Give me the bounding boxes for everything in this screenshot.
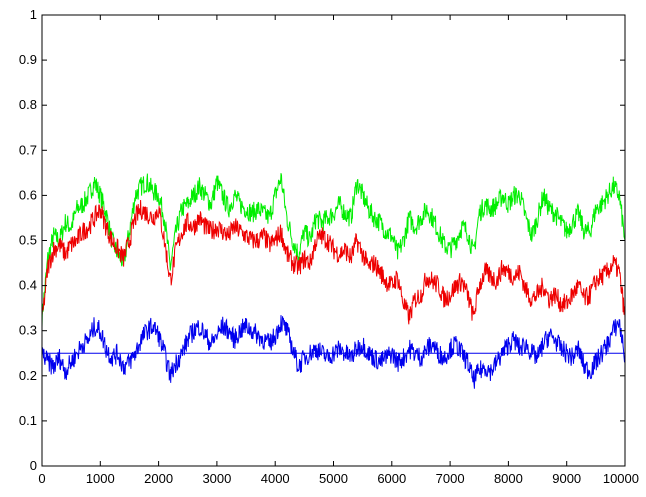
series-line-2 (41, 315, 626, 389)
y-tick-label: 0.5 (19, 233, 37, 248)
y-tick-label: 0.9 (19, 52, 37, 67)
series-line-1 (41, 199, 626, 325)
y-tick-label: 0.7 (19, 142, 37, 157)
x-tick-label: 6000 (377, 471, 406, 486)
x-tick-label: 9000 (552, 471, 581, 486)
x-tick-label: 3000 (202, 471, 231, 486)
x-tick-label: 7000 (436, 471, 465, 486)
x-tick-label: 5000 (319, 471, 348, 486)
x-tick-label: 0 (38, 471, 45, 486)
x-tick-label: 2000 (144, 471, 173, 486)
x-tick-label: 1000 (86, 471, 115, 486)
series-line-0 (41, 173, 626, 328)
x-tick-label: 4000 (261, 471, 290, 486)
plot-area (41, 173, 626, 389)
y-tick-label: 0.8 (19, 97, 37, 112)
axis-ticks: 0 1000 2000 3000 4000 5000 6000 7000 8000 9000 100… (19, 7, 639, 486)
y-tick-label: 0.4 (19, 278, 37, 293)
x-tick-label: 10000 (603, 471, 639, 486)
y-tick-label: 0.6 (19, 187, 37, 202)
y-tick-label: 0 (30, 458, 37, 473)
y-tick-label: 0.2 (19, 368, 37, 383)
x-tick-label: 8000 (494, 471, 523, 486)
y-tick-label: 1 (30, 7, 37, 22)
y-tick-label: 0.3 (19, 323, 37, 338)
y-tick-label: 0.1 (19, 413, 37, 428)
